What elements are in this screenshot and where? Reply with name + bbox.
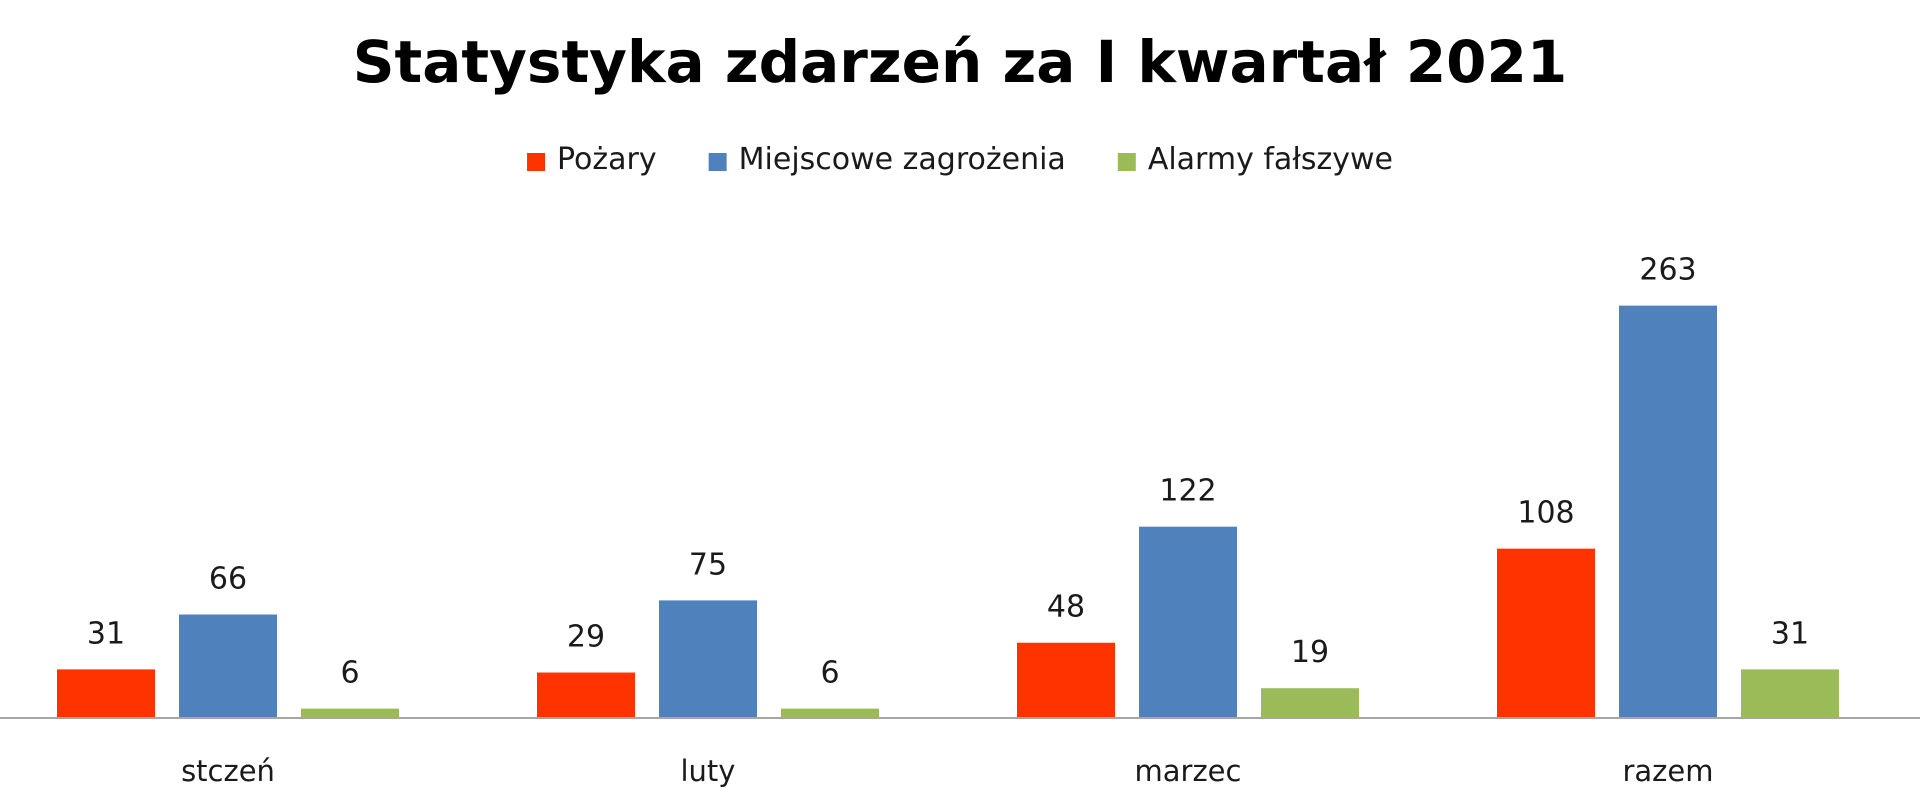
- bar-razem-Alarmy fałszywe: [1741, 669, 1839, 718]
- legend-item: Miejscowe zagrożenia: [708, 142, 1066, 177]
- data-label: 122: [1159, 474, 1216, 509]
- legend-label: Alarmy fałszywe: [1148, 142, 1393, 177]
- data-label: 108: [1517, 496, 1574, 531]
- bar-marzec-Miejscowe zagrożenia: [1139, 526, 1237, 718]
- legend-item: Alarmy fałszywe: [1117, 142, 1393, 177]
- bar-stczeń-Alarmy fałszywe: [301, 708, 399, 718]
- bar-marzec-Pożary: [1017, 642, 1115, 718]
- bar-stczeń-Miejscowe zagrożenia: [179, 614, 277, 718]
- x-tick-label: luty: [681, 754, 736, 788]
- bar-luty-Pożary: [537, 672, 635, 718]
- bar-razem-Miejscowe zagrożenia: [1619, 305, 1717, 718]
- legend: Pożary Miejscowe zagrożenia Alarmy fałszyw…: [527, 142, 1393, 177]
- bar-razem-Pożary: [1497, 548, 1595, 718]
- data-label: 31: [87, 616, 125, 651]
- x-axis-ticks: stczeń luty marzec razem: [181, 754, 1713, 788]
- bar-luty-Alarmy fałszywe: [781, 708, 879, 718]
- data-label: 19: [1291, 635, 1329, 670]
- data-label: 263: [1639, 253, 1696, 288]
- legend-label: Pożary: [557, 142, 657, 177]
- legend-swatch: [1117, 153, 1136, 171]
- legend-swatch: [708, 153, 727, 171]
- x-tick-label: razem: [1622, 754, 1713, 788]
- data-label: 6: [820, 656, 839, 691]
- bar-stczeń-Pożary: [57, 669, 155, 718]
- data-label: 48: [1047, 590, 1085, 625]
- x-tick-label: stczeń: [181, 754, 275, 788]
- x-tick-label: marzec: [1135, 754, 1242, 788]
- chart-title: Statystyka zdarzeń za I kwartał 2021: [353, 28, 1568, 96]
- legend-swatch: [527, 153, 546, 171]
- legend-label: Miejscowe zagrożenia: [739, 142, 1066, 177]
- data-label: 75: [689, 547, 727, 582]
- data-label: 29: [567, 620, 605, 655]
- legend-item: Pożary: [527, 142, 657, 177]
- bar-marzec-Alarmy fałszywe: [1261, 688, 1359, 718]
- data-label: 6: [340, 656, 359, 691]
- data-label: 66: [209, 562, 247, 597]
- data-label: 31: [1771, 616, 1809, 651]
- bar-luty-Miejscowe zagrożenia: [659, 600, 757, 718]
